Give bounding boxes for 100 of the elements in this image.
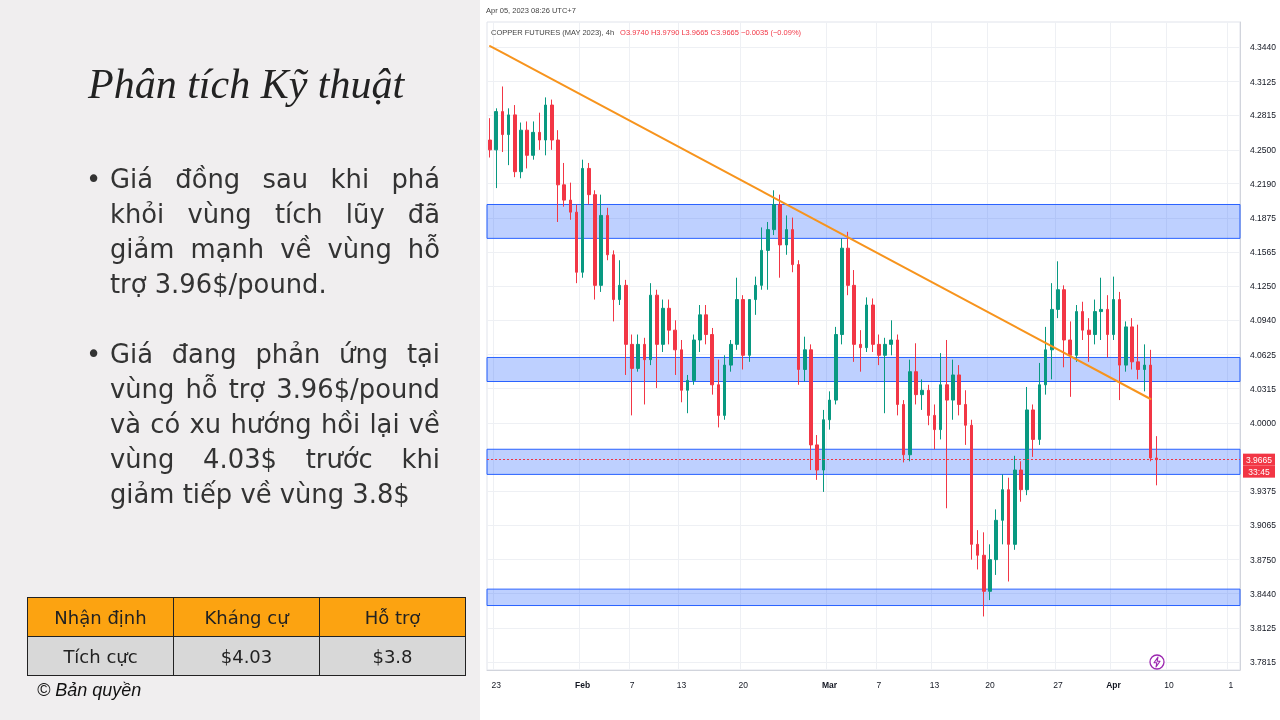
x-tick-label: 13 — [929, 679, 940, 690]
text: Nhận định — [27, 597, 174, 637]
y-tick-label: 4.1250 — [1250, 281, 1277, 292]
candlestick — [778, 194, 782, 279]
candlestick — [933, 403, 936, 450]
candlestick — [889, 319, 893, 356]
y-tick-label: 4.1875 — [1250, 213, 1277, 224]
candlestick — [507, 107, 510, 166]
candlestick — [1118, 291, 1121, 401]
candlestick — [939, 352, 942, 440]
candlestick — [1001, 473, 1004, 545]
candlestick — [822, 409, 825, 493]
candlestick — [673, 319, 677, 376]
candlestick — [630, 334, 634, 416]
candlestick — [1106, 294, 1109, 358]
candlestick — [717, 359, 720, 428]
text: 33:45 — [1248, 466, 1270, 477]
candlestick — [649, 282, 652, 366]
candlestick — [494, 107, 498, 189]
candlestick — [698, 304, 702, 353]
candlestick — [957, 364, 961, 416]
candlestick — [908, 359, 912, 462]
candlestick — [896, 334, 899, 416]
candlestick — [531, 120, 535, 161]
y-tick-label: 4.2815 — [1250, 110, 1277, 121]
candlestick — [735, 277, 739, 351]
x-tick-label: 7 — [629, 679, 635, 690]
candlestick — [606, 207, 609, 261]
candlestick — [544, 96, 547, 156]
candlestick — [920, 378, 924, 411]
candlestick — [525, 120, 529, 169]
y-tick-label: 3.9065 — [1250, 520, 1277, 531]
candlestick — [988, 543, 992, 601]
candlestick — [1038, 362, 1041, 446]
y-tick-label: 3.8440 — [1250, 588, 1277, 599]
candlestick — [741, 294, 745, 370]
candlestick — [994, 508, 998, 576]
candlestick — [766, 221, 770, 291]
candlestick — [723, 354, 726, 421]
x-tick-label: 13 — [676, 679, 687, 690]
candlestick — [624, 279, 628, 376]
candlestick — [871, 297, 875, 353]
y-tick-label: 4.0315 — [1250, 383, 1277, 394]
candlestick — [1143, 343, 1146, 392]
candlestick — [754, 276, 757, 316]
text: Phân tích Kỹ thuật — [88, 60, 405, 108]
candlestick — [859, 329, 862, 373]
candlestick — [562, 162, 566, 208]
candlestick — [964, 389, 967, 446]
text: Tích cực — [27, 636, 174, 676]
y-tick-label: 3.8750 — [1250, 554, 1277, 565]
y-tick-label: 4.0940 — [1250, 315, 1277, 326]
candlestick — [1075, 304, 1078, 363]
candlestick — [982, 531, 986, 617]
text: $4.03 — [173, 636, 320, 676]
candlestick — [1087, 317, 1091, 363]
candlestick — [1050, 282, 1054, 380]
candlestick — [501, 85, 504, 153]
candlestick — [914, 342, 918, 405]
candlestick — [692, 334, 696, 386]
candlestick — [1031, 403, 1035, 458]
candlestick — [661, 299, 665, 353]
candlestick — [1062, 284, 1066, 368]
candlestick — [704, 304, 708, 345]
candlestick — [1056, 260, 1060, 319]
candlestick — [803, 336, 807, 383]
candlestick — [593, 189, 597, 301]
candlestick — [556, 129, 560, 223]
text: © Bản quyền — [37, 680, 142, 701]
candlestick — [951, 359, 955, 421]
candlestick — [612, 249, 615, 322]
candlestick — [569, 182, 572, 221]
candlestick — [797, 259, 800, 386]
text: Hỗ trợ — [319, 597, 466, 637]
y-tick-label: 3.9375 — [1250, 486, 1277, 497]
candlestick — [927, 384, 930, 426]
y-tick-label: 4.1565 — [1250, 247, 1277, 258]
candlestick — [1013, 455, 1017, 551]
text: Kháng cự — [173, 597, 320, 637]
candlestick — [1136, 324, 1140, 380]
candlestick — [686, 374, 689, 414]
candlestick — [834, 326, 838, 405]
text: $3.8 — [319, 636, 466, 676]
candlestick — [1081, 301, 1084, 341]
candlestick — [760, 226, 763, 291]
candlestick — [852, 269, 856, 363]
candlestick — [1112, 276, 1115, 341]
candlestick — [1007, 477, 1010, 582]
y-tick-label: 4.0000 — [1250, 418, 1277, 429]
candlestick — [846, 231, 850, 296]
y-tick-label: 3.8125 — [1250, 622, 1277, 633]
x-tick-label: Feb — [575, 679, 591, 690]
candlestick — [513, 104, 517, 178]
y-tick-label: 3.7815 — [1250, 656, 1277, 667]
candlestick — [581, 159, 584, 279]
candlestick — [1025, 386, 1029, 496]
candlestick — [772, 189, 776, 236]
candlestick — [840, 237, 844, 345]
candlestick — [587, 162, 591, 205]
y-tick-label: 4.2500 — [1250, 144, 1277, 155]
